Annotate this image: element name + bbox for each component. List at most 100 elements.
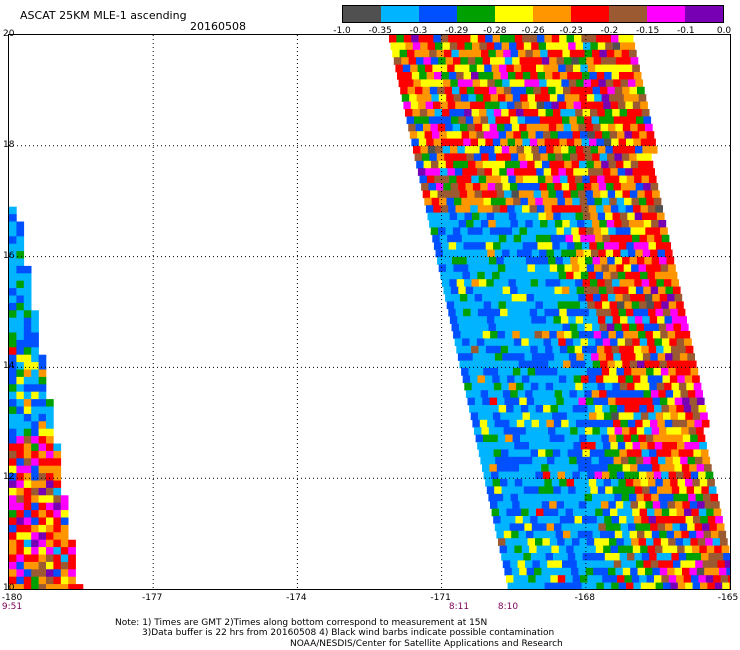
swath-cell xyxy=(491,64,500,73)
swath-cell xyxy=(46,413,54,422)
swath-cell xyxy=(645,434,654,443)
swath-cell xyxy=(666,323,674,332)
swath-cell xyxy=(528,338,537,347)
swath-cell xyxy=(488,493,497,502)
swath-cell xyxy=(655,545,663,554)
swath-cell xyxy=(623,227,631,236)
swath-cell xyxy=(508,109,517,117)
swath-cell xyxy=(512,94,521,102)
swath-cell xyxy=(527,538,536,546)
swath-cell xyxy=(426,72,435,80)
swath-cell xyxy=(634,212,643,221)
swath-cell xyxy=(573,545,582,554)
swath-cell xyxy=(31,561,39,570)
swath-cell xyxy=(525,116,533,125)
swath-cell xyxy=(31,376,39,385)
swath-cell xyxy=(442,212,450,221)
swath-cell xyxy=(597,175,605,184)
swath-cell xyxy=(531,316,539,324)
swath-cell xyxy=(470,138,479,147)
swath-cell xyxy=(622,190,631,199)
swath-cell xyxy=(581,138,590,147)
swath-cell xyxy=(561,146,569,154)
swath-cell xyxy=(559,242,568,250)
swath-cell xyxy=(419,72,427,80)
swath-cell xyxy=(546,183,555,191)
swath-cell xyxy=(553,109,561,117)
swath-cell xyxy=(441,138,449,147)
swath-cell xyxy=(469,338,478,347)
swath-cell xyxy=(583,249,592,258)
swath-cell xyxy=(549,264,558,273)
latitude-label: 12 xyxy=(3,472,15,483)
swath-cell xyxy=(500,516,509,524)
swath-cell xyxy=(506,234,514,243)
swath-cell xyxy=(624,508,633,517)
swath-cell xyxy=(477,168,485,176)
color-scale-bar xyxy=(342,5,724,23)
swath-cell xyxy=(680,323,689,332)
swath-cell xyxy=(472,249,481,258)
swath-cell xyxy=(624,405,633,413)
swath-cell xyxy=(652,294,660,302)
swath-cell xyxy=(511,123,520,132)
swath-cell xyxy=(587,197,595,206)
swath-cell xyxy=(489,360,497,369)
swath-cell xyxy=(465,116,474,125)
swath-cell xyxy=(9,325,17,333)
swath-cell xyxy=(546,146,554,154)
swath-cell xyxy=(600,397,609,406)
swath-cell xyxy=(46,487,54,496)
swath-cell xyxy=(425,64,433,73)
swath-cell xyxy=(38,576,47,585)
swath-cell xyxy=(498,131,507,139)
swath-cell xyxy=(474,360,482,369)
swath-cell xyxy=(543,442,552,450)
swath-cell xyxy=(674,360,682,369)
swath-cell xyxy=(567,553,576,561)
swath-cell xyxy=(593,123,601,132)
swath-cell xyxy=(590,382,598,391)
swath-cell xyxy=(16,243,25,252)
swath-cell xyxy=(448,138,457,147)
swath-cell xyxy=(528,168,537,176)
swath-cell xyxy=(598,286,607,295)
swath-cell xyxy=(636,257,645,265)
swath-cell xyxy=(534,57,543,65)
swath-cell xyxy=(457,316,465,324)
swath-cell xyxy=(31,480,39,489)
swath-cell xyxy=(707,582,716,589)
swath-cell xyxy=(570,427,578,435)
swath-cell xyxy=(596,138,605,147)
swath-cell xyxy=(497,501,506,509)
swath-cell xyxy=(645,501,654,509)
swath-cell xyxy=(414,49,423,58)
swath-cell xyxy=(617,338,626,347)
swath-cell xyxy=(487,249,495,258)
swath-cell xyxy=(489,227,498,236)
swath-cell xyxy=(668,368,676,376)
swath-cell xyxy=(9,302,17,311)
swath-cell xyxy=(456,242,464,250)
swath-cell xyxy=(478,72,487,80)
swath-cell xyxy=(453,94,462,102)
swath-cell xyxy=(9,517,17,526)
swath-cell xyxy=(614,153,623,162)
swath-cell xyxy=(569,116,578,125)
swath-cell xyxy=(566,308,575,317)
swath-cell xyxy=(545,553,554,561)
swath-cell xyxy=(31,384,39,392)
swath-cell xyxy=(666,257,675,265)
swath-cell xyxy=(594,368,602,376)
swath-cell xyxy=(641,553,650,561)
swath-cell xyxy=(442,109,450,117)
swath-cell xyxy=(651,257,660,265)
swath-cell xyxy=(515,242,523,250)
swath-cell xyxy=(702,456,711,465)
swath-cell xyxy=(389,35,397,43)
swath-cell xyxy=(467,397,476,406)
swath-cell xyxy=(620,42,628,51)
swath-cell xyxy=(525,493,534,502)
swath-cell xyxy=(53,524,62,533)
swath-cell xyxy=(503,86,512,95)
